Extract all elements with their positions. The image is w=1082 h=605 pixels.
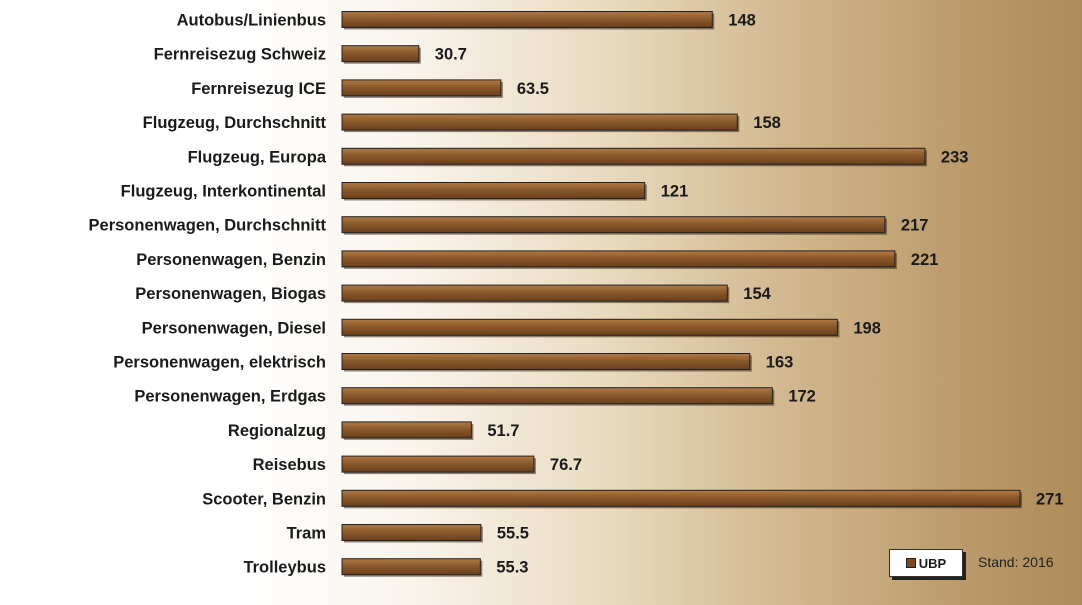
value-label: 30.7 <box>435 46 467 64</box>
value-label: 217 <box>901 217 929 235</box>
bar <box>341 113 738 131</box>
bar <box>341 250 896 268</box>
bar <box>341 216 886 234</box>
bar <box>341 421 472 439</box>
category-label: Flugzeug, Durchschnitt <box>143 114 327 132</box>
category-label: Fernreisezug Schweiz <box>154 46 326 64</box>
value-label: 121 <box>661 183 689 201</box>
bar <box>341 79 502 97</box>
bar <box>341 318 838 336</box>
bar <box>341 387 773 405</box>
legend: UBP <box>889 549 963 577</box>
category-label: Personenwagen, Erdgas <box>134 388 326 406</box>
category-label: Autobus/Linienbus <box>177 12 326 30</box>
value-label: 154 <box>743 285 771 303</box>
category-label: Flugzeug, Interkontinental <box>121 183 326 201</box>
category-label: Personenwagen, Durchschnitt <box>89 217 327 235</box>
legend-swatch <box>905 558 916 568</box>
category-label: Personenwagen, Diesel <box>142 319 326 337</box>
category-label: Personenwagen, Biogas <box>135 285 326 303</box>
category-label: Reisebus <box>253 456 326 474</box>
bar <box>341 353 751 370</box>
category-label: Flugzeug, Europa <box>188 148 327 166</box>
value-label: 51.7 <box>487 422 519 440</box>
category-label: Personenwagen, elektrisch <box>113 354 326 372</box>
value-label: 148 <box>728 12 756 30</box>
category-label: Fernreisezug ICE <box>191 80 326 98</box>
bar <box>341 182 646 199</box>
bar <box>341 455 535 473</box>
bar <box>341 284 728 302</box>
value-label: 76.7 <box>550 456 582 474</box>
category-label: Personenwagen, Benzin <box>136 251 326 269</box>
value-label: 271 <box>1036 490 1064 508</box>
value-label: 233 <box>941 148 969 166</box>
bar <box>341 45 420 63</box>
category-label: Tram <box>287 525 326 543</box>
category-label: Trolleybus <box>243 559 326 577</box>
value-label: 63.5 <box>517 80 549 98</box>
legend-label: UBP <box>918 555 947 571</box>
bar <box>341 558 481 576</box>
bar <box>341 11 713 28</box>
value-label: 198 <box>853 319 881 337</box>
value-label: 172 <box>788 388 816 406</box>
value-label: 158 <box>753 114 781 132</box>
value-label: 163 <box>766 354 794 372</box>
value-label: 55.3 <box>496 559 528 577</box>
bars-layer: Autobus/Linienbus 148 Fernreisezug Schweiz… <box>89 11 1064 577</box>
bar <box>341 524 482 541</box>
value-label: 221 <box>911 251 939 269</box>
bar <box>341 489 1021 507</box>
bar <box>341 147 926 165</box>
stand-note: Stand: 2016 <box>978 554 1054 570</box>
category-label: Regionalzug <box>228 422 326 440</box>
value-label: 55.5 <box>497 525 529 543</box>
category-label: Scooter, Benzin <box>202 490 326 508</box>
